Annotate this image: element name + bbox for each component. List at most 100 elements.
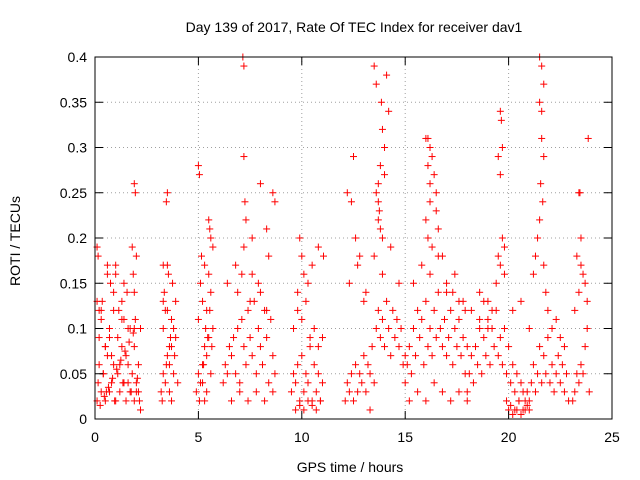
data-point: [269, 388, 277, 396]
data-point: [500, 243, 508, 251]
data-point: [496, 261, 504, 269]
data-point: [95, 361, 103, 369]
data-point: [374, 198, 382, 206]
data-point: [318, 379, 326, 387]
data-point: [496, 171, 504, 179]
data-point: [385, 325, 393, 332]
data-point: [132, 388, 140, 396]
data-point: [428, 352, 436, 360]
data-point: [302, 370, 310, 378]
data-point: [443, 279, 451, 287]
data-point: [430, 171, 438, 179]
data-point: [424, 234, 432, 242]
data-point: [172, 297, 180, 305]
data-point: [159, 297, 167, 305]
data-point: [383, 297, 391, 305]
data-point: [130, 343, 138, 351]
data-point: [366, 370, 374, 378]
data-point: [482, 352, 490, 360]
y-tick-label: 0.4: [68, 49, 88, 65]
data-point: [453, 343, 461, 351]
data-point: [428, 153, 436, 161]
data-point: [238, 315, 246, 323]
data-point: [577, 261, 585, 269]
data-point: [101, 343, 109, 351]
data-point: [269, 352, 277, 360]
data-point: [426, 198, 434, 206]
data-point: [509, 410, 517, 418]
data-point: [449, 288, 457, 296]
data-point: [310, 361, 318, 369]
y-tick-label: 0.25: [60, 185, 87, 201]
data-point: [241, 198, 249, 206]
data-point: [409, 325, 417, 332]
data-point: [162, 361, 170, 369]
data-point: [372, 80, 380, 88]
data-point: [267, 315, 275, 323]
data-point: [248, 270, 256, 278]
x-tick-label: 5: [195, 429, 203, 445]
data-point: [575, 379, 583, 387]
data-point: [236, 379, 244, 387]
data-point: [158, 397, 166, 405]
data-point: [116, 361, 124, 369]
data-point: [130, 325, 138, 332]
data-point: [383, 71, 391, 79]
data-point: [376, 334, 384, 342]
data-point: [484, 315, 492, 323]
data-point: [484, 325, 492, 332]
data-point: [544, 334, 552, 342]
data-point: [581, 279, 589, 287]
data-point: [122, 352, 130, 360]
data-point: [571, 306, 579, 314]
data-point: [492, 279, 500, 287]
data-point: [540, 261, 548, 269]
data-point: [271, 198, 279, 206]
data-point: [536, 216, 544, 224]
data-point: [294, 361, 302, 369]
data-point: [194, 370, 202, 378]
y-axis-label: ROTI / TECUs: [7, 196, 23, 286]
data-point: [467, 352, 475, 360]
data-point: [422, 297, 430, 305]
data-point: [246, 297, 254, 305]
data-point: [414, 388, 422, 396]
data-point: [240, 153, 248, 161]
data-point: [498, 361, 506, 369]
data-point: [496, 334, 504, 342]
data-point: [122, 397, 130, 405]
data-point: [401, 352, 409, 360]
data-point: [160, 288, 168, 296]
data-point: [128, 243, 136, 251]
data-point: [556, 379, 564, 387]
data-point: [198, 252, 206, 260]
data-point: [494, 352, 502, 360]
x-tick-label: 25: [604, 429, 620, 445]
data-point: [131, 189, 139, 197]
data-point: [300, 270, 308, 278]
data-point: [261, 397, 269, 405]
y-tick-label: 0.15: [60, 275, 87, 291]
data-point: [414, 306, 422, 314]
data-point: [544, 306, 552, 314]
data-point: [467, 306, 475, 314]
data-point: [381, 343, 389, 351]
data-point: [308, 261, 316, 269]
data-point: [536, 343, 544, 351]
data-point: [252, 370, 260, 378]
data-point: [583, 297, 591, 305]
data-point: [227, 352, 235, 360]
data-point: [548, 361, 556, 369]
data-point: [234, 288, 242, 296]
data-point: [507, 401, 515, 409]
data-point: [207, 370, 215, 378]
data-point: [248, 234, 256, 242]
data-point: [254, 325, 262, 332]
data-point: [131, 315, 139, 323]
data-point: [347, 198, 355, 206]
data-point: [374, 216, 382, 224]
data-point: [316, 397, 324, 405]
data-point: [360, 352, 368, 360]
data-point: [223, 279, 231, 287]
data-point: [523, 388, 531, 396]
